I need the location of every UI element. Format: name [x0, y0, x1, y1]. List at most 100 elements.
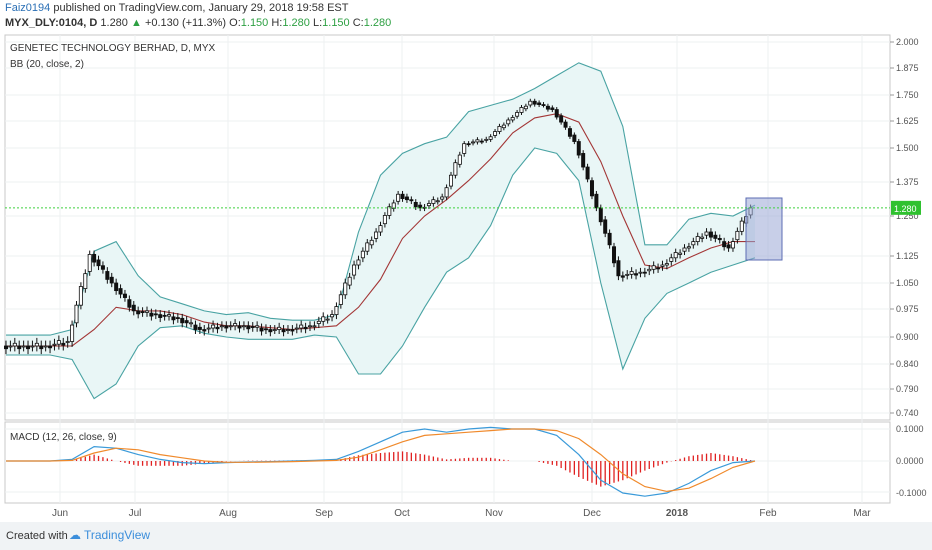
candle-body	[360, 250, 365, 259]
y-tick-label: 0.900	[896, 332, 919, 342]
macd-label: MACD (12, 26, close, 9)	[10, 432, 117, 443]
candle-body	[576, 141, 581, 156]
candle-body	[281, 329, 286, 333]
candle-body	[537, 102, 542, 105]
candle-body	[21, 345, 26, 348]
candle-body	[308, 325, 313, 328]
candle-body	[519, 107, 524, 113]
candle-body	[316, 320, 321, 324]
open-value: 1.150	[240, 17, 269, 29]
candle-body	[61, 342, 66, 346]
candle-body	[726, 244, 731, 249]
candle-body	[598, 207, 603, 223]
candle-body	[682, 247, 687, 252]
candle-body	[263, 328, 268, 331]
candle-body	[321, 316, 326, 322]
candle-body	[629, 271, 634, 275]
candle-body	[78, 286, 83, 306]
candle-body	[347, 276, 352, 286]
candle-body	[382, 215, 387, 225]
candle-body	[92, 253, 97, 263]
last-price: 1.280	[100, 17, 128, 29]
candle-body	[74, 304, 79, 324]
candle-body	[140, 311, 145, 314]
candle-body	[330, 314, 335, 318]
x-tick-label: 2018	[666, 508, 689, 519]
candle-body	[647, 268, 652, 272]
candle-body	[462, 143, 467, 154]
candle-body	[396, 193, 401, 202]
candle-body	[418, 204, 423, 209]
candle-body	[114, 282, 119, 292]
x-tick-label: Oct	[394, 508, 410, 519]
candle-body	[65, 341, 70, 343]
candle-body	[594, 193, 599, 209]
tradingview-logo[interactable]: ☁ TradingView	[66, 528, 150, 542]
candle-body	[541, 104, 546, 106]
close-label: C:	[352, 17, 364, 29]
candle-body	[501, 124, 506, 129]
symbol-info: MYX_DLY:0104, D 1.280 ▲ +0.130 (+11.3%) …	[5, 17, 391, 29]
bb-label: BB (20, close, 2)	[10, 59, 84, 70]
publish-info: Faiz0194 published on TradingView.com, J…	[5, 2, 349, 14]
candle-body	[87, 253, 92, 272]
candle-body	[409, 199, 414, 202]
candle-body	[700, 236, 705, 239]
open-label: O:	[229, 17, 241, 29]
candle-body	[374, 231, 379, 239]
candle-body	[259, 327, 264, 332]
candle-body	[585, 166, 590, 180]
candle-body	[277, 326, 282, 330]
candle-body	[563, 121, 568, 128]
candle-body	[471, 141, 476, 144]
candle-body	[109, 276, 114, 284]
candle-body	[488, 136, 493, 140]
x-tick-label: Dec	[583, 508, 601, 519]
candle-body	[475, 139, 480, 143]
candle-body	[686, 246, 691, 249]
candle-body	[440, 196, 445, 200]
candle-body	[48, 345, 53, 349]
macd-tick-label: 0.0000	[896, 456, 924, 466]
price-chart[interactable]: Jun Jul Aug Sep Oct Nov Dec 2018 Feb Mar 2.000 1.87…	[0, 0, 932, 522]
candle-body	[250, 326, 255, 328]
candle-body	[435, 200, 440, 203]
candle-body	[559, 115, 564, 123]
candle-body	[369, 239, 374, 246]
x-tick-label: Feb	[759, 508, 777, 519]
candle-body	[528, 100, 533, 106]
chart-title: GENETEC TECHNOLOGY BERHAD, D, MYX	[10, 43, 216, 54]
candle-body	[334, 306, 339, 316]
candle-body	[735, 230, 740, 241]
macd-tick-label: 0.1000	[896, 424, 924, 434]
candle-body	[52, 343, 57, 346]
candle-body	[448, 174, 453, 187]
candle-body	[413, 201, 418, 208]
candle-body	[352, 264, 357, 276]
candle-body	[325, 318, 330, 321]
candle-body	[722, 241, 727, 248]
candle-body	[717, 237, 722, 241]
candle-body	[219, 325, 224, 328]
y-tick-label: 0.975	[896, 304, 919, 314]
candle-body	[391, 202, 396, 209]
candle-body	[713, 234, 718, 239]
candle-body	[497, 126, 502, 132]
bollinger-basis-line	[6, 113, 755, 347]
candle-body	[303, 326, 308, 330]
candle-body	[515, 112, 520, 117]
candle-body	[523, 105, 528, 110]
author-link[interactable]: Faiz0194	[5, 2, 51, 14]
created-with-text: Created with	[6, 530, 68, 542]
candle-body	[39, 345, 44, 350]
candle-body	[100, 265, 105, 270]
candle-body	[30, 345, 35, 348]
candle-body	[365, 242, 370, 252]
candle-body	[444, 187, 449, 198]
highlight-rectangle	[745, 197, 783, 261]
x-tick-label: Jul	[129, 508, 142, 519]
candle-body	[612, 246, 617, 264]
y-tick-label: 0.840	[896, 359, 919, 369]
up-triangle-icon: ▲	[130, 17, 142, 29]
candle-body	[299, 324, 304, 329]
